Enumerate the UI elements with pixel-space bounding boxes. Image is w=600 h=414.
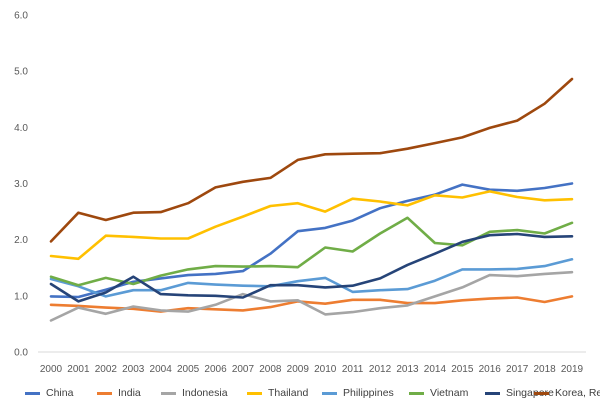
x-tick-label: 2005: [177, 364, 200, 375]
x-tick-label: 2000: [40, 364, 63, 375]
y-tick-label: 4.0: [14, 123, 28, 134]
y-tick-label: 1.0: [14, 291, 28, 302]
y-tick-label: 3.0: [14, 179, 28, 190]
legend-label: China: [46, 387, 74, 399]
x-axis-tick-labels: 2000 2001 2002 2003 2004 2005 2006 2007 2008 2009…: [40, 364, 584, 375]
series-line-china: [49, 182, 574, 299]
series-line-india: [49, 295, 574, 313]
legend-swatch: [322, 391, 337, 395]
x-tick-label: 2001: [67, 364, 90, 375]
series-line-philippines: [49, 257, 574, 298]
legend-label: Indonesia: [182, 387, 228, 399]
x-tick-label: 2002: [95, 364, 118, 375]
x-tick-label: 2014: [424, 364, 447, 375]
legend-label: Philippines: [343, 387, 394, 399]
legend-swatch: [247, 391, 262, 395]
x-tick-label: 2009: [287, 364, 310, 375]
legend-item: Singapore: [485, 383, 554, 403]
legend-swatch: [25, 391, 40, 395]
legend-label: Korea, Rep.: [555, 387, 600, 399]
legend-swatch: [534, 391, 549, 395]
series-line-vietnam: [49, 216, 574, 287]
legend-label: Singapore: [506, 387, 554, 399]
y-tick-label: 6.0: [14, 11, 28, 22]
legend-label: Vietnam: [430, 387, 469, 399]
legend-item: Korea, Rep.: [534, 383, 600, 403]
series-line-korea-rep: [49, 77, 574, 243]
series-lines: [49, 77, 574, 322]
series-line-thailand: [49, 190, 574, 261]
x-tick-label: 2007: [232, 364, 255, 375]
x-tick-label: 2012: [369, 364, 392, 375]
x-tick-label: 2008: [259, 364, 282, 375]
x-tick-label: 2010: [314, 364, 337, 375]
y-axis-tick-labels: 0.0 1.0 2.0 3.0 4.0 5.0 6.0: [14, 11, 28, 359]
legend-item: Vietnam: [409, 383, 468, 403]
legend-label: Thailand: [268, 387, 309, 399]
y-tick-label: 0.0: [14, 348, 28, 359]
legend-swatch: [485, 391, 500, 395]
legend-label: India: [118, 387, 141, 399]
legend-item: China: [25, 383, 73, 403]
x-tick-label: 2013: [396, 364, 419, 375]
x-tick-label: 2003: [122, 364, 145, 375]
legend-swatch: [409, 391, 424, 395]
x-tick-label: 2006: [204, 364, 227, 375]
x-tick-label: 2015: [451, 364, 474, 375]
legend-item: Philippines: [322, 383, 394, 403]
legend: China India Indonesia Thailand Philippines Vi…: [0, 383, 600, 403]
x-tick-label: 2004: [150, 364, 173, 375]
legend-swatch: [161, 391, 176, 395]
series-line-indonesia: [49, 270, 574, 322]
x-tick-label: 2011: [342, 364, 364, 375]
y-tick-label: 2.0: [14, 235, 28, 246]
legend-item: India: [97, 383, 141, 403]
x-tick-label: 2017: [506, 364, 529, 375]
x-tick-label: 2016: [479, 364, 502, 375]
series-line-singapore: [49, 232, 574, 303]
legend-swatch: [97, 391, 112, 395]
legend-item: Indonesia: [161, 383, 228, 403]
y-tick-label: 5.0: [14, 67, 28, 78]
x-tick-label: 2018: [533, 364, 556, 375]
x-tick-label: 2019: [561, 364, 584, 375]
legend-item: Thailand: [247, 383, 308, 403]
